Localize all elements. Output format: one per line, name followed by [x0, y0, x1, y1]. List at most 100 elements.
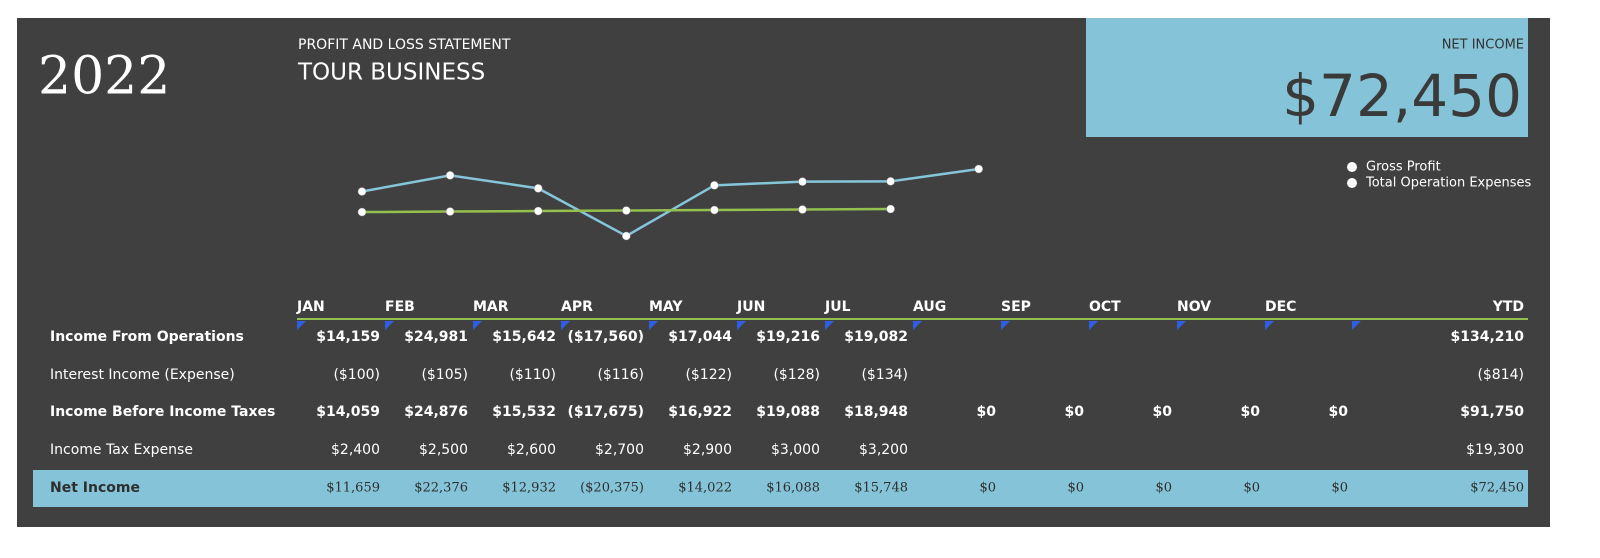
point [533, 206, 543, 216]
column-header: FEB [385, 299, 415, 315]
cell-flag [385, 321, 394, 330]
point [622, 206, 631, 215]
column-header: JUN [736, 299, 765, 315]
cell: $15,642 [492, 329, 556, 345]
column-header: SEP [1001, 299, 1031, 315]
point [886, 177, 895, 186]
cell: $24,876 [404, 404, 468, 420]
cell-flag [649, 321, 658, 330]
cell: $11,659 [326, 481, 380, 496]
cell: $134,210 [1450, 329, 1524, 345]
cell: $14,159 [316, 329, 380, 345]
cell: $16,088 [766, 481, 820, 496]
cell-flag [1001, 321, 1010, 330]
point [445, 207, 455, 216]
cell-flag [473, 321, 482, 330]
column-header: MAY [649, 299, 683, 315]
legend-label: Gross Profit [1366, 160, 1441, 175]
legend-label: Total Operation Expenses [1365, 176, 1531, 191]
year: 2022 [38, 47, 170, 107]
cell-flag [297, 321, 306, 330]
cell: $2,400 [331, 442, 380, 458]
legend-marker [1347, 162, 1357, 172]
column-header: YTD [1492, 299, 1524, 315]
cell: $72,450 [1470, 481, 1524, 496]
cell-flag [913, 321, 922, 330]
point [710, 181, 719, 190]
cell-flag [737, 321, 746, 330]
row-label: Income Tax Expense [50, 442, 193, 458]
cell: $0 [1241, 404, 1261, 420]
point [798, 205, 807, 214]
cell: ($110) [509, 367, 556, 383]
point [357, 207, 367, 217]
column-header: APR [561, 299, 593, 315]
cell: $0 [1065, 404, 1085, 420]
cell: $2,500 [419, 442, 468, 458]
cell: $19,082 [844, 329, 908, 345]
column-header: JUL [824, 299, 851, 315]
cell: ($122) [685, 367, 732, 383]
cell: ($20,375) [580, 481, 644, 496]
cell: $15,748 [854, 481, 908, 496]
cell: $0 [1155, 481, 1172, 496]
point [974, 164, 983, 174]
cell: $19,300 [1466, 442, 1524, 458]
cell: $0 [979, 481, 996, 496]
row-label: Income Before Income Taxes [50, 404, 275, 420]
cell: $19,088 [756, 404, 820, 420]
cell-flag [1265, 321, 1274, 330]
point [445, 171, 455, 180]
cell: $0 [1243, 481, 1260, 496]
cell: $17,044 [668, 329, 732, 345]
point [357, 187, 367, 196]
cell: $0 [1331, 481, 1348, 496]
legend-marker [1347, 178, 1357, 188]
cell-flag [561, 321, 570, 330]
cell: $12,932 [502, 481, 556, 496]
cell: $0 [1329, 404, 1349, 420]
cell: ($100) [333, 367, 380, 383]
cell: $18,948 [844, 404, 908, 420]
point [710, 205, 719, 215]
row-label: Interest Income (Expense) [50, 367, 235, 383]
cell: $2,600 [507, 442, 556, 458]
cell: $16,922 [668, 404, 732, 420]
row-label: Net Income [50, 480, 140, 496]
cell: $14,059 [316, 404, 380, 420]
subtitle: PROFIT AND LOSS STATEMENT [298, 37, 511, 53]
point [622, 231, 631, 241]
cell: ($17,675) [567, 404, 644, 420]
title: TOUR BUSINESS [297, 60, 485, 86]
cell: $0 [1153, 404, 1173, 420]
column-header: DEC [1265, 299, 1296, 315]
column-header: MAR [473, 299, 509, 315]
cell: ($134) [861, 367, 908, 383]
point [886, 204, 895, 214]
point [533, 184, 543, 193]
cell: $22,376 [414, 481, 468, 496]
cell: $15,532 [492, 404, 556, 420]
row-label: Income From Operations [50, 329, 244, 345]
cell: ($814) [1477, 367, 1524, 383]
cell: ($17,560) [567, 329, 644, 345]
cell-flag [1089, 321, 1098, 330]
column-header: AUG [913, 299, 946, 315]
column-header: JAN [296, 299, 325, 315]
column-header: OCT [1089, 299, 1121, 315]
cell: $2,900 [683, 442, 732, 458]
cell-flag [825, 321, 834, 330]
net-income-label: NET INCOME [1442, 38, 1524, 53]
net-income-band [33, 470, 1528, 507]
cell: $19,216 [756, 329, 820, 345]
cell: ($128) [773, 367, 820, 383]
cell: $24,981 [404, 329, 468, 345]
point [798, 177, 807, 186]
cell: $14,022 [678, 481, 732, 496]
cell-flag [1177, 321, 1186, 330]
column-header: NOV [1177, 299, 1211, 315]
cell: $0 [977, 404, 997, 420]
cell: $3,200 [859, 442, 908, 458]
net-income-box [1086, 18, 1528, 137]
